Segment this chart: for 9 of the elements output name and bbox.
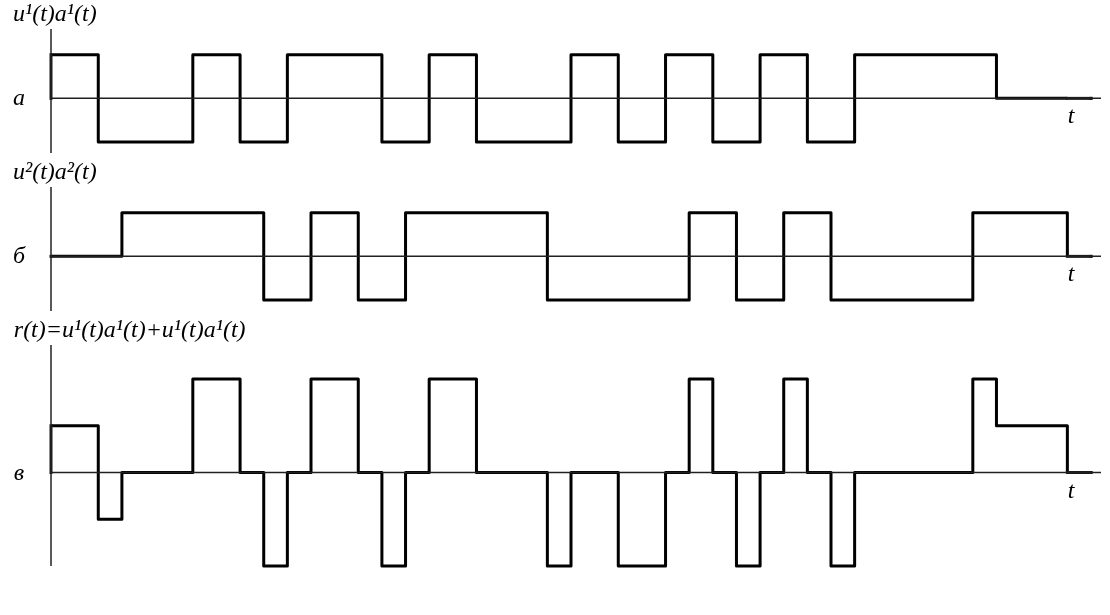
x-axis-title: t	[1067, 260, 1076, 287]
y-axis-title: а	[13, 84, 25, 111]
x-axis-title: t	[1067, 476, 1076, 503]
x-axis-title: t	[1067, 102, 1076, 129]
chart-title: r(t)=u¹(t)a¹(t)+u¹(t)a¹(t)	[13, 316, 246, 343]
y-axis-title: б	[12, 242, 26, 269]
chart-title: u²(t)a²(t)	[12, 158, 97, 185]
y-axis-title: в	[13, 458, 25, 485]
chart-title: u¹(t)a¹(t)	[13, 0, 97, 27]
